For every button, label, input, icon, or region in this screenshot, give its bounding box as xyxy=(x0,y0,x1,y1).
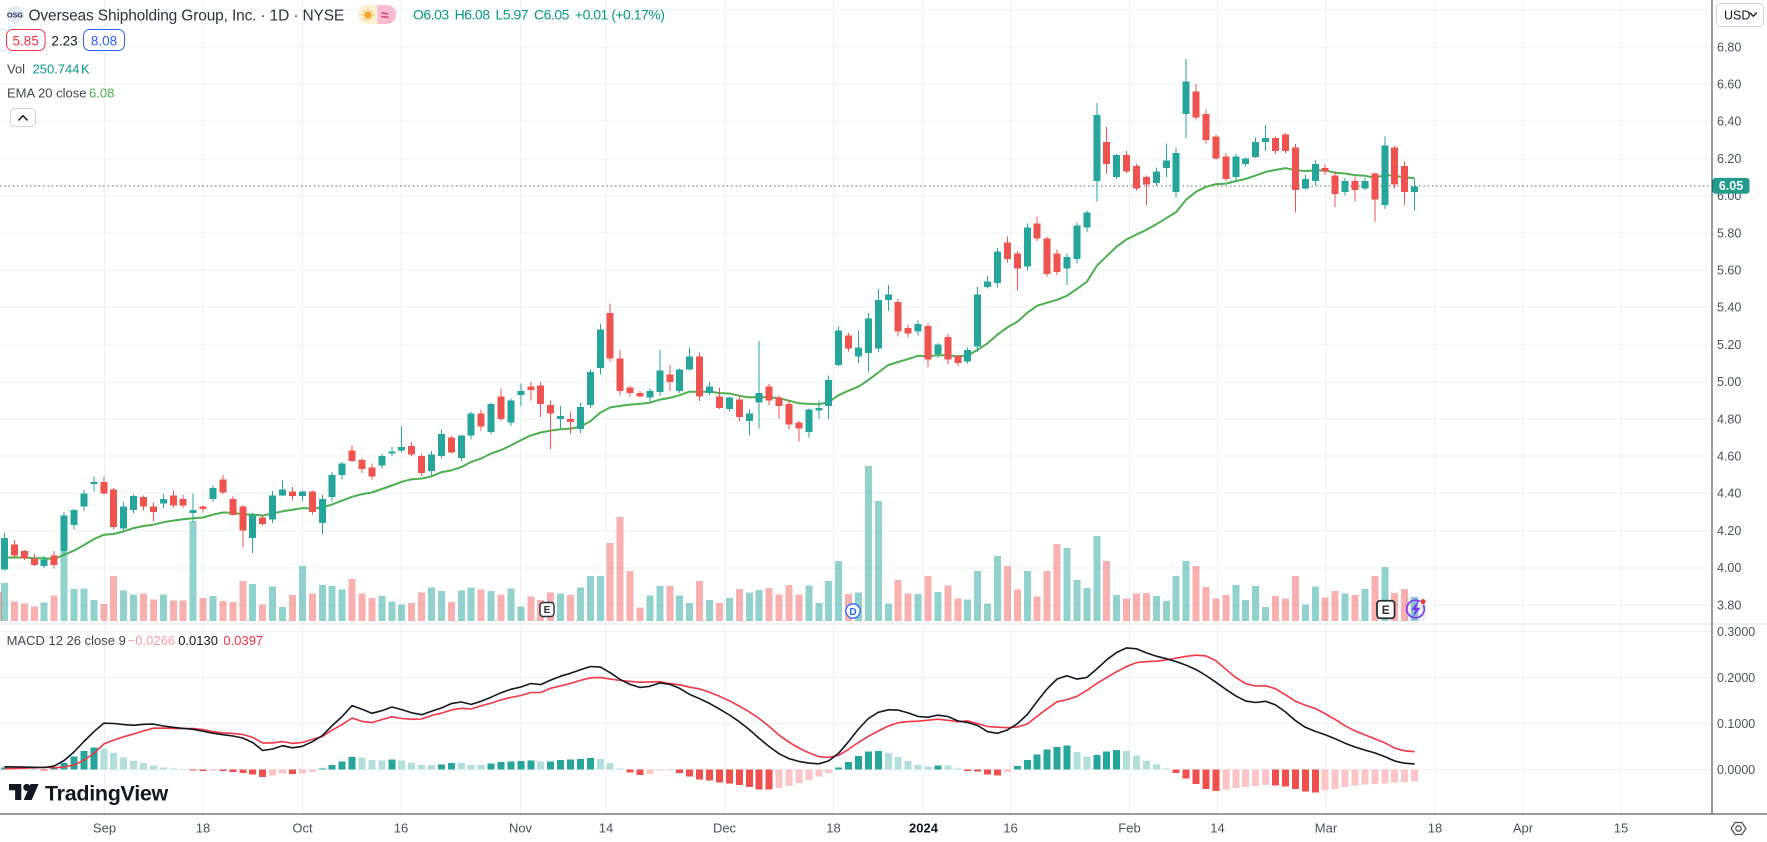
svg-text:18: 18 xyxy=(196,821,210,836)
svg-text:16: 16 xyxy=(1003,821,1017,836)
svg-text:USD: USD xyxy=(1724,9,1750,23)
svg-text:5.85: 5.85 xyxy=(13,33,39,48)
svg-text:6.05: 6.05 xyxy=(1719,179,1743,193)
svg-text:0.3000: 0.3000 xyxy=(1717,625,1755,639)
svg-text:5.40: 5.40 xyxy=(1717,301,1741,315)
svg-text:5.20: 5.20 xyxy=(1717,338,1741,352)
svg-text:MACD 12 26 close 9: MACD 12 26 close 9 xyxy=(7,633,126,648)
svg-text:Nov: Nov xyxy=(509,821,533,836)
svg-text:250.744: 250.744 xyxy=(33,62,80,77)
svg-text:4.40: 4.40 xyxy=(1717,487,1741,501)
svg-text:14: 14 xyxy=(599,821,613,836)
svg-text:6.80: 6.80 xyxy=(1717,40,1741,54)
svg-text:0.0397: 0.0397 xyxy=(223,633,263,648)
svg-text:≈: ≈ xyxy=(381,8,389,24)
svg-text:8.08: 8.08 xyxy=(91,33,117,48)
svg-text:E: E xyxy=(544,605,551,616)
svg-text:TradingView: TradingView xyxy=(45,782,169,806)
svg-text:3.80: 3.80 xyxy=(1717,598,1741,612)
svg-text:18: 18 xyxy=(1428,821,1442,836)
svg-text:6.60: 6.60 xyxy=(1717,78,1741,92)
svg-text:E: E xyxy=(1382,603,1390,617)
svg-text:Overseas Shipholding Group, In: Overseas Shipholding Group, Inc. · 1D · … xyxy=(29,8,345,25)
svg-text:Feb: Feb xyxy=(1118,821,1140,836)
svg-text:2.23: 2.23 xyxy=(51,33,77,48)
svg-text:4.20: 4.20 xyxy=(1717,524,1741,538)
svg-text:0.1000: 0.1000 xyxy=(1717,717,1755,731)
svg-text:6.20: 6.20 xyxy=(1717,152,1741,166)
svg-text:16: 16 xyxy=(394,821,408,836)
svg-text:18: 18 xyxy=(826,821,840,836)
svg-text:D: D xyxy=(849,607,856,618)
svg-text:Dec: Dec xyxy=(713,821,737,836)
svg-text:Mar: Mar xyxy=(1315,821,1338,836)
svg-text:Sep: Sep xyxy=(93,821,116,836)
svg-text:−0.0266: −0.0266 xyxy=(128,633,175,648)
svg-text:0.0130: 0.0130 xyxy=(178,633,218,648)
svg-text:Apr: Apr xyxy=(1513,821,1534,836)
svg-text:5.80: 5.80 xyxy=(1717,226,1741,240)
svg-text:OSG: OSG xyxy=(7,10,23,19)
svg-text:Oct: Oct xyxy=(292,821,313,836)
svg-text:15: 15 xyxy=(1614,821,1628,836)
svg-text:14: 14 xyxy=(1210,821,1224,836)
svg-text:5.00: 5.00 xyxy=(1717,375,1741,389)
svg-text:2024: 2024 xyxy=(909,821,939,836)
svg-text:EMA 20 close: EMA 20 close xyxy=(7,86,87,101)
svg-text:6.40: 6.40 xyxy=(1717,115,1741,129)
svg-text:0.2000: 0.2000 xyxy=(1717,671,1755,685)
svg-text:6.08: 6.08 xyxy=(89,86,114,101)
svg-text:4.60: 4.60 xyxy=(1717,450,1741,464)
svg-text:0.0000: 0.0000 xyxy=(1717,763,1755,777)
svg-text:K: K xyxy=(81,62,90,77)
svg-text:4.80: 4.80 xyxy=(1717,412,1741,426)
svg-text:5.60: 5.60 xyxy=(1717,264,1741,278)
svg-text:Vol: Vol xyxy=(7,62,25,77)
svg-text:4.00: 4.00 xyxy=(1717,561,1741,575)
